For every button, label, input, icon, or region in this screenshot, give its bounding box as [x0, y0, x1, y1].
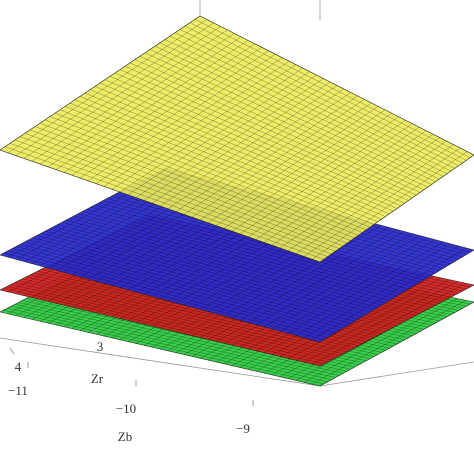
x-tick: [91, 327, 97, 335]
surface: [0, 15, 474, 263]
y-axis-label: Zb: [118, 429, 132, 444]
y-tick-label: −9: [236, 421, 250, 436]
x-tick-label: 4: [15, 359, 22, 374]
surfaces: [0, 15, 474, 387]
surface-face: [0, 15, 474, 263]
x-tick: [9, 347, 15, 355]
box-edge: [319, 361, 474, 387]
axis-line: [0, 337, 321, 387]
x-tick-label: 3: [97, 339, 104, 354]
surface-mesh: [4, 19, 471, 260]
surface-face: [0, 167, 474, 343]
surface: [0, 167, 474, 343]
y-tick-label: −11: [8, 383, 28, 398]
x-axis-label: Zr: [91, 371, 104, 386]
y-tick-label: −10: [116, 401, 136, 416]
